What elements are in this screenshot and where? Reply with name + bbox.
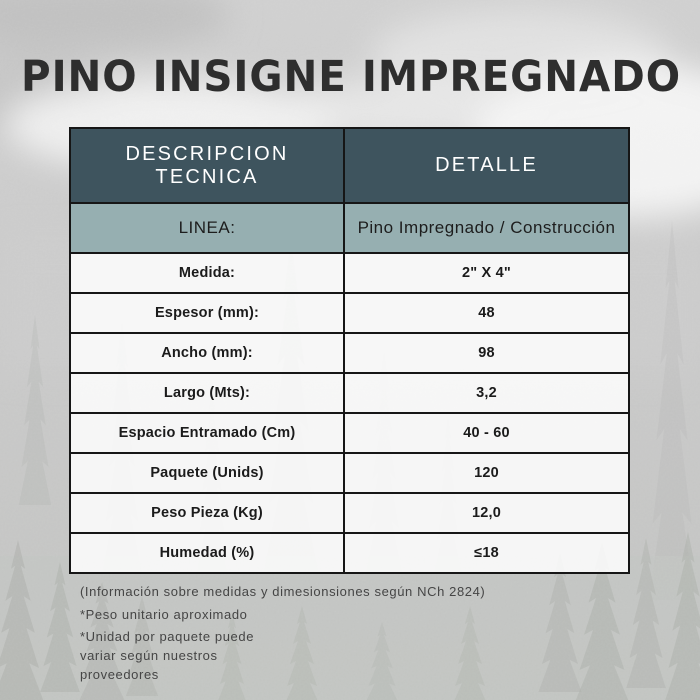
table-row-espesor: Espesor (mm): 48 (71, 294, 628, 334)
row-label: Ancho (mm): (71, 334, 345, 372)
footnotes: (Información sobre medidas y dimesionsio… (80, 584, 485, 684)
linea-label: LINEA: (71, 204, 345, 252)
footnote-standard: (Información sobre medidas y dimesionsio… (80, 584, 486, 599)
row-label: Espesor (mm): (71, 294, 345, 332)
table-row-medida: Medida: 2" X 4" (71, 254, 628, 294)
table-row-ancho: Ancho (mm): 98 (71, 334, 628, 374)
table-row-humedad: Humedad (%) ≤18 (71, 534, 628, 572)
table-subheader-row: LINEA: Pino Impregnado / Construcción (71, 204, 628, 254)
row-label: Humedad (%) (71, 534, 345, 572)
table-row-largo: Largo (Mts): 3,2 (71, 374, 628, 414)
row-value: 2" X 4" (461, 265, 511, 281)
row-value: 120 (474, 465, 499, 481)
row-label: Paquete (Unids) (71, 454, 345, 492)
footnote-unit-weight: *Peso unitario aproximado (80, 607, 248, 622)
table-header-row: DESCRIPCION TECNICA DETALLE (71, 129, 628, 204)
row-label: Espacio Entramado (Cm) (71, 414, 345, 452)
row-value: ≤18 (474, 545, 499, 561)
row-value: 98 (478, 345, 495, 361)
column-header-descripcion-tecnica: DESCRIPCION TECNICA (71, 129, 345, 202)
table-row-espacio-entramado: Espacio Entramado (Cm) 40 - 60 (71, 414, 628, 454)
row-label: Medida: (71, 254, 345, 292)
row-label: Peso Pieza (Kg) (71, 494, 345, 532)
row-value: 40 - 60 (463, 425, 510, 441)
footnote-package: *Unidad por paquete puede variar según n… (80, 629, 255, 682)
column-header-detalle: DETALLE (435, 154, 538, 176)
row-value: 48 (478, 305, 495, 321)
row-label: Largo (Mts): (71, 374, 345, 412)
table-row-peso-pieza: Peso Pieza (Kg) 12,0 (71, 494, 628, 534)
row-value: 12,0 (471, 505, 502, 521)
spec-table: DESCRIPCION TECNICA DETALLE LINEA: Pino … (69, 127, 630, 574)
table-row-paquete: Paquete (Unids) 120 (71, 454, 628, 494)
row-value: 3,2 (476, 385, 497, 401)
page-title: PINO INSIGNE IMPREGNADO (21, 52, 682, 102)
linea-value: Pino Impregnado / Construcción (357, 218, 616, 237)
